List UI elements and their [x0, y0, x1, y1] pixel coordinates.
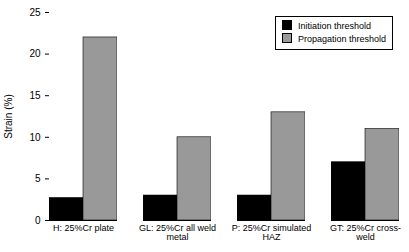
svg-text:25: 25: [29, 7, 41, 18]
svg-text:P: 25%Cr simulatedHAZ: P: 25%Cr simulatedHAZ: [232, 223, 312, 242]
svg-text:0: 0: [35, 215, 41, 226]
svg-text:GL: 25%Cr all weldmetal: GL: 25%Cr all weldmetal: [139, 223, 216, 242]
html-text:Initiation threshold: Initiation threshold: [297, 21, 371, 31]
svg-text:15: 15: [29, 90, 41, 101]
svg-text:5: 5: [35, 173, 41, 184]
svg-text:10: 10: [29, 132, 41, 143]
html-text:Propagation threshold: Propagation threshold: [297, 34, 386, 44]
svg-text:H: 25%Cr plate: H: 25%Cr plate: [53, 223, 114, 233]
svg-text:Strain (%): Strain (%): [3, 94, 14, 138]
svg-text:20: 20: [29, 48, 41, 59]
svg-text:GT: 25%Cr cross-weld: GT: 25%Cr cross-weld: [330, 223, 401, 242]
